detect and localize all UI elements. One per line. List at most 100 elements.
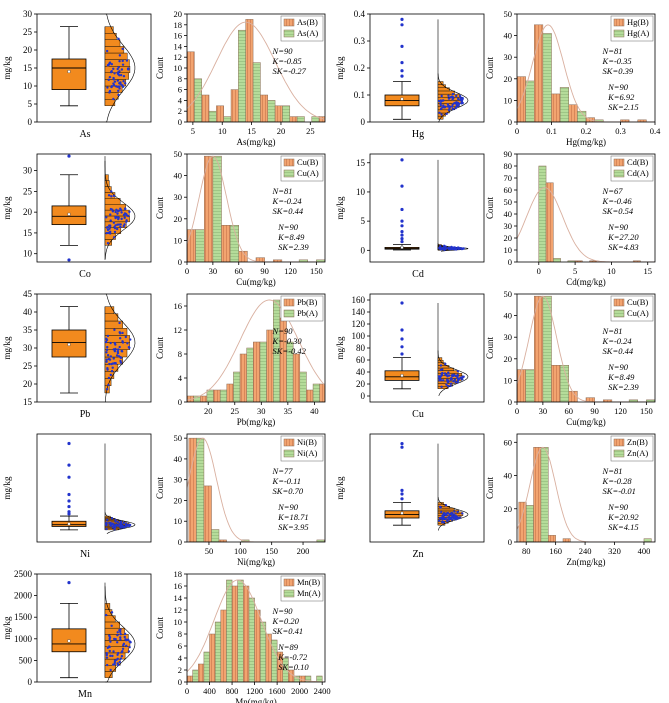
- box-ytick-label: 5: [361, 216, 366, 226]
- box-ytick-label: 25: [23, 27, 33, 37]
- data-dot: [124, 335, 128, 339]
- histogram-bar: [248, 597, 255, 682]
- legend-label: Ni(B): [297, 437, 317, 447]
- hist-xtick-label: 150: [265, 546, 278, 556]
- data-dot: [120, 654, 124, 658]
- data-dot: [461, 512, 464, 515]
- legend-label: Pb(A): [297, 308, 318, 318]
- histogram-bar: [542, 295, 552, 402]
- data-dot: [440, 113, 443, 116]
- hist-ytick-label: 10: [504, 95, 513, 105]
- distribution-bin: [104, 306, 115, 315]
- data-dot: [128, 646, 131, 649]
- stat-annotation: K=6.92: [607, 92, 635, 102]
- hist-xtick-label: 0.4: [650, 126, 661, 136]
- data-dot: [105, 524, 108, 527]
- hist-xtick-label: 10: [218, 126, 227, 136]
- box-ytick-label: 20: [23, 45, 33, 55]
- data-dot: [109, 213, 112, 216]
- legend-label: Cu(B): [627, 297, 648, 307]
- data-dot: [113, 230, 117, 234]
- mean-marker: [67, 343, 71, 346]
- data-dot: [105, 656, 109, 659]
- box-ytick-label: 10: [23, 81, 33, 91]
- hist-ytick-label: 60: [504, 437, 513, 447]
- data-dot: [443, 372, 447, 375]
- data-dot: [113, 349, 117, 353]
- hist-axes-frame: [516, 293, 656, 403]
- hist-ytick-label: 0: [178, 257, 182, 267]
- data-dot: [108, 649, 111, 653]
- data-dot: [125, 644, 128, 648]
- data-dot: [123, 635, 126, 639]
- hist-ytick-label: 60: [504, 185, 513, 195]
- histogram-bar: [220, 609, 227, 682]
- hist-ylabel: Count: [155, 617, 165, 640]
- data-dot: [108, 75, 112, 79]
- data-dot: [439, 246, 442, 250]
- legend-label: Zn(B): [627, 437, 648, 447]
- histogram-bar: [198, 663, 205, 682]
- legend-label: Mn(B): [297, 577, 320, 587]
- distribution-bin: [104, 52, 128, 60]
- data-dot: [107, 78, 110, 82]
- data-dot: [107, 194, 111, 197]
- data-dot: [444, 362, 447, 366]
- histogram-bar: [568, 390, 578, 402]
- outlier-point: [400, 337, 404, 341]
- hist-ytick-label: 10: [504, 245, 513, 255]
- data-dot: [452, 380, 455, 383]
- distribution-bin: [104, 627, 125, 635]
- hist-ytick-label: 18: [174, 20, 183, 30]
- hist-ytick-label: 20: [174, 214, 183, 224]
- data-dot: [109, 219, 112, 222]
- histogram-bar: [196, 437, 205, 542]
- data-dot: [457, 101, 460, 105]
- data-dot: [450, 377, 453, 380]
- histogram-bar: [203, 651, 210, 682]
- hist-xlabel: Cd(mg/kg): [566, 277, 606, 287]
- histogram-bar: [223, 116, 232, 122]
- mean-marker: [67, 522, 71, 526]
- data-dot: [113, 637, 116, 641]
- panel-zn: mg/kg Zn 80 160 240 320 400 0 20 40 60 Zn(mg/kg) Cou…: [335, 433, 656, 567]
- hist-xtick-label: 25: [306, 126, 315, 136]
- box-axes-frame: [369, 433, 485, 543]
- outlier-point: [67, 154, 71, 158]
- histogram-bar: [643, 538, 652, 542]
- box-ytick-label: 45: [23, 289, 33, 299]
- data-dot: [109, 668, 112, 672]
- hist-legend: Hg(B)Hg(A): [610, 15, 654, 42]
- data-dot: [116, 223, 119, 226]
- hist-xtick-label: 90: [590, 406, 599, 416]
- distribution-bin: [104, 313, 119, 322]
- stat-annotation: N=90: [607, 502, 629, 512]
- data-dot: [114, 523, 118, 527]
- data-dot: [124, 82, 127, 85]
- distribution-bin: [104, 39, 121, 47]
- box-xlabel: Mn: [78, 689, 92, 700]
- histogram-bar: [187, 675, 193, 682]
- data-dot: [456, 246, 460, 249]
- outlier-point: [67, 510, 71, 514]
- data-dot: [456, 381, 459, 384]
- histogram-bar: [201, 94, 210, 122]
- histogram-bar: [274, 105, 283, 122]
- data-dot: [439, 244, 442, 248]
- histogram-bar: [214, 621, 222, 682]
- stat-annotation: N=90: [607, 222, 629, 232]
- outlier-point: [400, 184, 404, 188]
- data-dot: [109, 341, 112, 345]
- histogram-bar: [542, 33, 552, 122]
- data-dot: [110, 611, 114, 614]
- data-dot: [451, 95, 454, 99]
- data-dot: [438, 377, 441, 380]
- data-dot: [462, 375, 465, 378]
- hist-xlabel: Cu(mg/kg): [566, 417, 606, 427]
- data-dot: [109, 654, 112, 658]
- data-dot: [112, 221, 116, 224]
- legend-label: Ni(A): [297, 448, 317, 458]
- mean-marker: [400, 374, 404, 377]
- data-dot: [110, 195, 113, 198]
- histogram-bar: [233, 371, 241, 402]
